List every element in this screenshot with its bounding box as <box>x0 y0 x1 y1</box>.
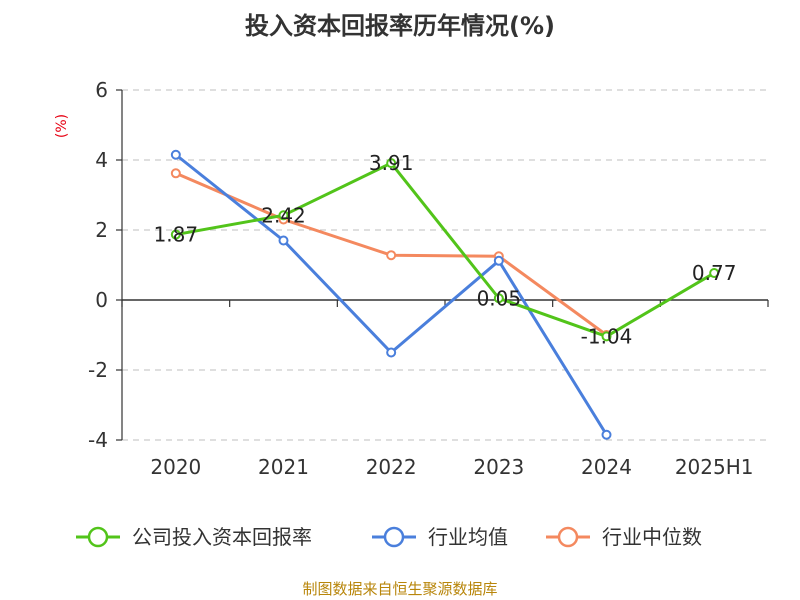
data-label: 2.42 <box>261 203 306 227</box>
series-lines: 1.87 2.42 3.91 0.05 -1.04 0.77 <box>154 149 737 440</box>
legend-marker <box>557 526 579 548</box>
data-point[interactable] <box>170 168 181 179</box>
y-tick-label: 6 <box>95 78 108 102</box>
y-axis-label: (%) <box>54 114 70 138</box>
source-note: 制图数据来自恒生聚源数据库 <box>302 580 497 598</box>
data-point[interactable] <box>493 255 504 266</box>
legend-marker <box>87 526 109 548</box>
x-tick-labels: 2020 2021 2022 2023 2024 2025H1 <box>150 455 753 479</box>
legend-item-1[interactable]: 行业均值 <box>372 525 508 549</box>
data-label: 3.91 <box>369 151 414 175</box>
legend-marker <box>383 526 405 548</box>
x-tick-label: 2022 <box>366 455 417 479</box>
legend-label: 行业中位数 <box>602 525 702 549</box>
legend-item-2[interactable]: 行业中位数 <box>546 525 702 549</box>
data-point[interactable] <box>170 149 181 160</box>
x-tick-label: 2021 <box>258 455 309 479</box>
data-point[interactable] <box>278 210 289 221</box>
series-0: 1.87 2.42 3.91 0.05 -1.04 0.77 <box>154 151 737 348</box>
data-point[interactable] <box>170 229 181 240</box>
data-point[interactable] <box>493 293 504 304</box>
y-tick-label: -4 <box>88 428 108 452</box>
data-point[interactable] <box>278 235 289 246</box>
legend[interactable]: 公司投入资本回报率 行业均值 行业中位数 <box>76 525 702 549</box>
data-point[interactable] <box>386 250 397 261</box>
y-tick-label: 0 <box>95 288 108 312</box>
series-1 <box>170 149 612 440</box>
series-line <box>174 153 608 436</box>
y-tick-label: 4 <box>95 148 108 172</box>
y-tick-label: -2 <box>88 358 108 382</box>
x-tick-label: 2024 <box>581 455 632 479</box>
data-point[interactable] <box>601 331 612 342</box>
x-tick-label: 2023 <box>473 455 524 479</box>
data-point[interactable] <box>386 158 397 169</box>
series-line <box>175 161 715 338</box>
data-point[interactable] <box>709 268 720 279</box>
chart-title: 投入资本回报率历年情况(%) <box>245 12 555 40</box>
y-tick-labels: 6 4 2 0 -2 -4 <box>88 78 108 452</box>
data-label: 0.05 <box>477 286 522 310</box>
legend-label: 公司投入资本回报率 <box>132 525 312 549</box>
legend-item-0[interactable]: 公司投入资本回报率 <box>76 525 312 549</box>
data-label: 1.87 <box>154 223 199 247</box>
grid-lines <box>122 89 768 441</box>
data-point[interactable] <box>386 347 397 358</box>
axes <box>116 89 769 441</box>
x-tick-label: 2020 <box>150 455 201 479</box>
data-point[interactable] <box>601 429 612 440</box>
x-tick-label: 2025H1 <box>675 455 754 479</box>
y-tick-label: 2 <box>95 218 108 242</box>
data-label: 0.77 <box>692 261 737 285</box>
legend-label: 行业均值 <box>428 525 508 549</box>
data-label: -1.04 <box>581 324 633 348</box>
